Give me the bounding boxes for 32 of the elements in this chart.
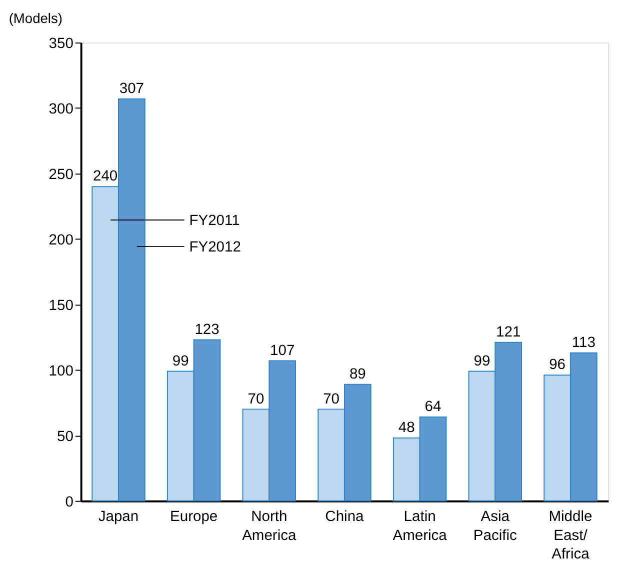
data-label: 99 (172, 353, 189, 370)
data-label: 121 (496, 324, 521, 340)
data-label: 89 (349, 366, 366, 382)
y-tick-label: 0 (65, 494, 74, 510)
data-label: 113 (572, 334, 596, 351)
y-tick-label: 300 (48, 101, 74, 118)
x-tick-label: China (325, 509, 365, 526)
x-tick-label: Japan (98, 509, 139, 526)
data-label: 107 (270, 342, 295, 359)
data-label: 307 (119, 80, 144, 97)
y-tick-label: 200 (48, 232, 74, 248)
y-tick-label: 50 (56, 428, 74, 445)
x-tick-label: North America (242, 509, 298, 544)
data-label: 70 (248, 391, 264, 408)
data-label: 123 (194, 322, 220, 338)
x-tick-label: Europe (170, 509, 218, 526)
x-tick-label: Middle East/Africa (548, 509, 592, 563)
y-axis-title: (Models) (8, 10, 62, 26)
x-tick-label: Latin America (392, 509, 448, 544)
data-label: 64 (424, 399, 442, 416)
x-tick-label: Asia Pacific (473, 509, 517, 544)
y-tick-label: 350 (48, 36, 74, 52)
text: FY2012 (189, 239, 241, 256)
y-tick-label: 100 (48, 363, 74, 380)
data-label: 96 (549, 357, 566, 374)
data-label: 99 (474, 353, 490, 370)
data-label: 48 (398, 420, 415, 436)
data-label: 70 (323, 391, 340, 408)
y-tick-label: 150 (48, 298, 74, 314)
data-label: 240 (92, 168, 118, 185)
text: FY2011 (189, 212, 240, 229)
y-tick-label: 250 (48, 166, 74, 183)
